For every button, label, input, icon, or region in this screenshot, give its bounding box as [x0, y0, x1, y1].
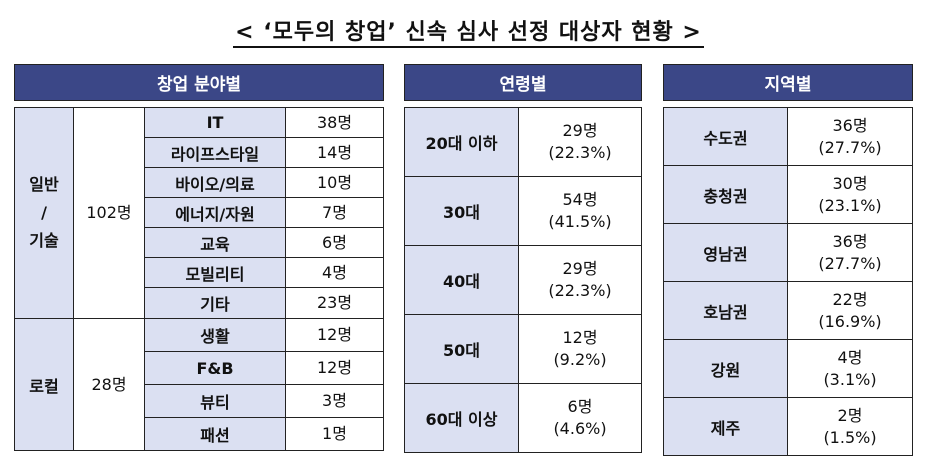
field-label: F&B: [144, 351, 286, 385]
group-total-general: 102명: [73, 107, 145, 319]
region-label: 충청권: [663, 165, 788, 224]
field-label: 생활: [144, 318, 286, 352]
group-name-local: 로컬: [14, 318, 74, 451]
age-label: 30대: [404, 176, 519, 246]
field-count: 12명: [285, 351, 384, 385]
age-label: 40대: [404, 245, 519, 315]
field-label: 교육: [144, 227, 286, 258]
age-label: 60대 이상: [404, 383, 519, 453]
field-label: 라이프스타일: [144, 137, 286, 168]
age-label: 50대: [404, 314, 519, 384]
field-count: 6명: [285, 227, 384, 258]
field-count: 14명: [285, 137, 384, 168]
field-table: 창업 분야별 일반 / 기술 102명 IT 38명 라이프스타일 14명 바이오…: [14, 64, 384, 451]
age-count: 29명: [562, 121, 598, 140]
group-name-general: 일반 / 기술: [14, 107, 74, 319]
age-count: 54명: [562, 190, 598, 209]
field-label: 뷰티: [144, 384, 286, 418]
field-count: 38명: [285, 107, 384, 138]
field-count: 1명: [285, 417, 384, 451]
region-percent: (1.5%): [823, 427, 877, 447]
field-label: 에너지/자원: [144, 197, 286, 228]
field-count: 7명: [285, 197, 384, 228]
field-count: 23명: [285, 287, 384, 319]
region-percent: (27.7%): [818, 253, 882, 273]
region-count: 36명: [832, 115, 868, 135]
page-title-text: < ‘모두의 창업’ 신속 심사 선정 대상자 현황 >: [233, 20, 704, 48]
field-label: IT: [144, 107, 286, 138]
field-label: 기타: [144, 287, 286, 319]
field-count: 4명: [285, 257, 384, 288]
age-table-header: 연령별: [403, 64, 643, 101]
group-total-local: 28명: [73, 318, 145, 451]
age-percent: (41.5%): [548, 212, 612, 231]
region-percent: (3.1%): [823, 369, 877, 389]
region-count: 4명: [837, 347, 863, 367]
region-table: 지역별 수도권 36명 (27.7%) 충청권 30명 (23.1%) 영남권 36명 (2…: [662, 64, 914, 456]
field-count: 10명: [285, 167, 384, 198]
age-percent: (22.3%): [548, 281, 612, 300]
region-percent: (16.9%): [818, 311, 882, 331]
region-label: 호남권: [663, 281, 788, 340]
page-title: < ‘모두의 창업’ 신속 심사 선정 대상자 현황 >: [0, 14, 937, 48]
region-label: 수도권: [663, 107, 788, 166]
field-label: 모빌리티: [144, 257, 286, 288]
age-count: 12명: [562, 328, 598, 347]
region-count: 30명: [832, 173, 868, 193]
region-label: 영남권: [663, 223, 788, 282]
field-label: 패션: [144, 417, 286, 451]
region-count: 2명: [837, 405, 863, 425]
age-percent: (9.2%): [553, 350, 607, 369]
region-count: 36명: [832, 231, 868, 251]
age-percent: (22.3%): [548, 143, 612, 162]
field-count: 3명: [285, 384, 384, 418]
age-count: 29명: [562, 259, 598, 278]
region-label: 강원: [663, 339, 788, 398]
field-table-header: 창업 분야별: [14, 64, 384, 101]
age-count: 6명: [567, 397, 593, 416]
region-table-header: 지역별: [662, 64, 914, 101]
age-percent: (4.6%): [553, 419, 607, 438]
field-count: 12명: [285, 318, 384, 352]
region-count: 22명: [832, 289, 868, 309]
region-label: 제주: [663, 397, 788, 456]
region-percent: (23.1%): [818, 195, 882, 215]
age-table: 연령별 20대 이하 29명 (22.3%) 30대 54명 (41.5%) 40대 29…: [403, 64, 643, 453]
region-percent: (27.7%): [818, 137, 882, 157]
age-label: 20대 이하: [404, 107, 519, 177]
field-label: 바이오/의료: [144, 167, 286, 198]
